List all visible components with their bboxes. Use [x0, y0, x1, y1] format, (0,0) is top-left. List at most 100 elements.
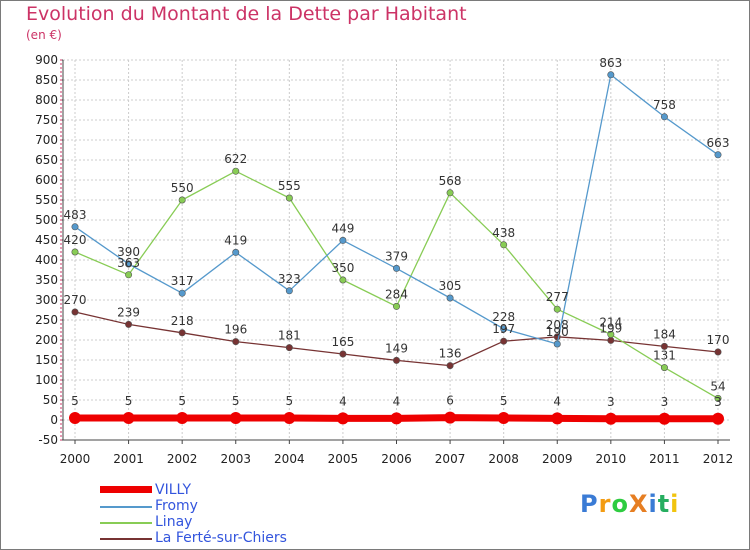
- data-point: [553, 305, 561, 313]
- logo-letter: o: [611, 490, 629, 518]
- y-tick-label: 450: [35, 233, 58, 247]
- data-label: 6: [446, 394, 454, 408]
- data-point: [553, 340, 561, 348]
- x-tick-label: 2003: [220, 452, 251, 466]
- chart-plot: -50 0 50 100 150 200 250 300 350 400 450 500 550 600 6…: [35, 53, 734, 466]
- data-label: 3: [714, 395, 722, 409]
- logo-letter: r: [598, 490, 612, 518]
- data-label: 5: [286, 394, 294, 408]
- data-label: 5: [232, 394, 240, 408]
- data-label: 483: [64, 208, 87, 222]
- data-label: 622: [224, 152, 247, 166]
- data-point: [71, 308, 79, 316]
- x-tick-label: 2012: [703, 452, 734, 466]
- data-label: 208: [546, 318, 569, 332]
- data-label: 165: [331, 335, 354, 349]
- y-tick-label: 600: [35, 173, 58, 187]
- chart-title: Evolution du Montant de la Dette par Hab…: [26, 3, 467, 25]
- data-point: [712, 412, 724, 425]
- data-point: [285, 287, 293, 295]
- y-tick-label: 300: [35, 293, 58, 307]
- data-point: [122, 412, 135, 424]
- y-tick-label: 650: [35, 153, 58, 167]
- logo-letter: P: [580, 490, 599, 518]
- data-point: [178, 196, 186, 204]
- data-label: 350: [331, 261, 354, 275]
- data-label: 4: [553, 394, 561, 408]
- y-tick-label: 200: [35, 333, 58, 347]
- data-label: 305: [439, 279, 462, 293]
- data-point: [660, 364, 668, 372]
- y-tick-label: 250: [35, 313, 58, 327]
- data-label: 170: [707, 333, 730, 347]
- data-point: [392, 356, 400, 364]
- data-label: 4: [339, 394, 347, 408]
- data-point: [446, 362, 454, 370]
- data-label: 663: [707, 136, 730, 150]
- logo-letter: i: [670, 490, 680, 518]
- data-label: 136: [439, 347, 462, 361]
- data-point: [446, 294, 454, 302]
- data-point: [71, 248, 79, 256]
- data-label: 568: [439, 174, 462, 188]
- legend-label: Linay: [155, 514, 193, 530]
- data-label: 5: [125, 394, 133, 408]
- x-tick-label: 2010: [596, 452, 627, 466]
- data-point: [125, 271, 133, 279]
- data-point: [336, 412, 349, 425]
- legend-swatch: [100, 506, 152, 508]
- data-label: 284: [385, 287, 408, 301]
- data-point: [497, 412, 510, 424]
- data-label: 449: [331, 221, 354, 235]
- data-point: [283, 412, 296, 424]
- data-label: 190: [546, 325, 569, 339]
- y-tick-label: 850: [35, 73, 58, 87]
- data-label: 270: [64, 293, 87, 307]
- y-tick-label: 900: [35, 53, 58, 67]
- data-label: 379: [385, 249, 408, 263]
- chart-subtitle: (en €): [26, 28, 62, 42]
- data-label: 228: [492, 310, 515, 324]
- data-point: [714, 394, 722, 402]
- data-point: [125, 260, 133, 268]
- data-label: 239: [117, 305, 140, 319]
- y-tick-label: -50: [38, 433, 58, 447]
- data-point: [607, 330, 615, 338]
- legend-swatch: [100, 486, 152, 493]
- data-point: [551, 412, 564, 425]
- y-tick-label: 100: [35, 373, 58, 387]
- data-point: [285, 344, 293, 352]
- data-label: 758: [653, 98, 676, 112]
- legend-label: La Ferté-sur-Chiers: [155, 530, 287, 546]
- y-tick-label: 50: [43, 393, 58, 407]
- y-tick-label: 0: [50, 413, 58, 427]
- x-tick-label: 2001: [113, 452, 144, 466]
- data-point: [660, 342, 668, 350]
- data-label: 197: [492, 322, 515, 336]
- data-label: 4: [393, 394, 401, 408]
- x-tick-label: 2005: [328, 452, 359, 466]
- data-label: 184: [653, 327, 676, 341]
- y-tick-label: 350: [35, 273, 58, 287]
- data-point: [232, 248, 240, 256]
- data-label: 363: [117, 256, 140, 270]
- y-tick-label: 700: [35, 133, 58, 147]
- data-label: 3: [607, 395, 615, 409]
- data-label: 550: [171, 181, 194, 195]
- x-tick-label: 2007: [435, 452, 466, 466]
- data-label: 3: [661, 395, 669, 409]
- data-label: 317: [171, 274, 194, 288]
- y-tick-label: 800: [35, 93, 58, 107]
- data-point: [178, 329, 186, 337]
- data-point: [125, 320, 133, 328]
- legend-swatch: [100, 522, 152, 524]
- proxiti-logo: ProXiti: [580, 490, 679, 518]
- logo-letter: i: [648, 490, 658, 518]
- data-label: 5: [71, 394, 79, 408]
- data-label: 555: [278, 179, 301, 193]
- logo-letter: X: [628, 490, 649, 518]
- data-point: [229, 412, 242, 424]
- data-label: 5: [500, 394, 508, 408]
- data-point: [392, 264, 400, 272]
